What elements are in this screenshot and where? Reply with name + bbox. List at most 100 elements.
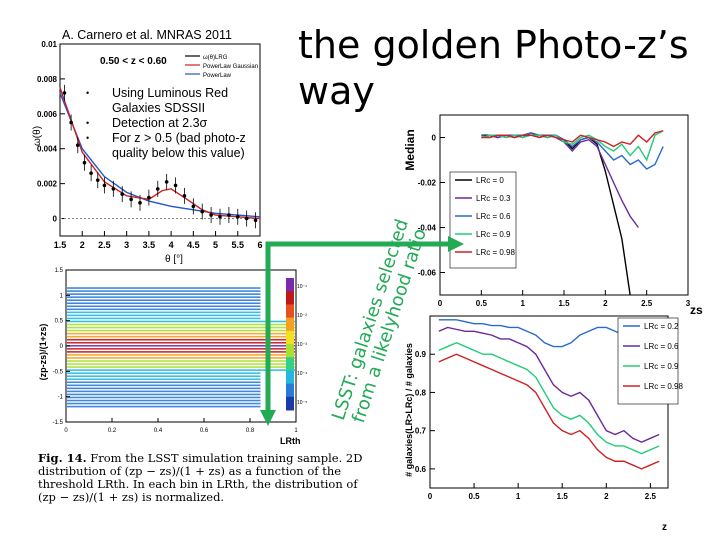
heatmap-row [67, 348, 295, 350]
heatmap-row [67, 402, 261, 405]
x-tick-label: 2 [603, 299, 608, 308]
y-tick-label: 0.8 [415, 388, 427, 397]
data-point [120, 192, 125, 196]
x-tick-label: 2.5 [98, 240, 111, 250]
legend-label: LRc = 0.9 [644, 362, 679, 371]
heatmap-row [67, 354, 295, 356]
y-tick-label: 0.004 [37, 145, 58, 154]
figure-caption: Fig. 14. From the LSST simulation traini… [38, 452, 368, 504]
x-tick-label: 3.5 [143, 240, 156, 250]
colorbar-cell [286, 330, 294, 345]
heatmap-row [67, 290, 261, 292]
data-point [235, 215, 240, 219]
legend-label: LRc = 0.98 [476, 248, 515, 257]
x-tick-label: 0 [428, 492, 433, 501]
heatmap-row [67, 372, 261, 374]
heatmap-row [67, 351, 295, 353]
data-point [155, 187, 160, 191]
x-tick-label: 0.2 [108, 428, 117, 434]
heatmap-row [67, 393, 261, 396]
legend-label: LRc = 0.2 [644, 322, 679, 331]
series-line [438, 353, 660, 470]
x-tick-label: 1.5 [557, 492, 569, 501]
heatmap-row [67, 399, 261, 402]
heatmap-row [67, 369, 295, 371]
data-point [75, 143, 80, 148]
heatmap-row [67, 390, 261, 393]
y-tick-label: 1.5 [55, 268, 64, 274]
data-point [218, 215, 222, 219]
x-tick-label: 0.4 [154, 428, 163, 434]
heatmap-row [67, 326, 295, 329]
heatmap-row [67, 314, 261, 317]
data-point [82, 160, 87, 165]
heatmap-row [67, 378, 261, 381]
heatmap-row [67, 329, 295, 332]
colorbar-cell [286, 396, 294, 411]
heatmap-row [67, 317, 261, 320]
y-tick-label: -0.02 [418, 179, 437, 188]
y-axis-label: # galaxies(LR>LRc) / # galaxies [404, 343, 414, 477]
x-tick-label: 0 [64, 428, 68, 434]
y-tick-label: -0.06 [418, 269, 437, 278]
y-tick-label: -0.5 [53, 369, 64, 375]
colorbar-cell [286, 278, 294, 292]
heatmap-row [67, 375, 261, 377]
caption-label: Fig. 14. [38, 451, 87, 465]
y-axis-label: (zp-zs)/(1+zs) [38, 324, 48, 381]
heatmap-row [67, 335, 295, 338]
y-tick-label: -1 [58, 395, 64, 401]
bullet-item: Detection at 2.3σ [86, 116, 276, 131]
y-axis-label: Median [403, 129, 417, 170]
data-point [244, 216, 249, 221]
series-line [481, 130, 664, 162]
legend-label: PowerLaw Gaussian [203, 64, 258, 70]
data-point [111, 187, 116, 191]
heatmap-row [67, 296, 261, 298]
data-point [227, 213, 231, 217]
y-tick-label: 0.006 [37, 110, 58, 119]
data-point [69, 120, 73, 125]
x-tick-label: 1 [520, 299, 525, 308]
series-line [481, 130, 664, 148]
x-tick-label: 1.5 [558, 299, 570, 308]
data-point [182, 194, 187, 198]
x-tick-label: 6 [257, 240, 262, 250]
y-tick-label: 1 [60, 293, 64, 299]
y-tick-label: 0 [432, 134, 437, 143]
x-tick-label: 0.6 [200, 428, 209, 434]
colorbar-cell [286, 357, 294, 371]
data-point [147, 195, 151, 200]
x-tick-label: 0.8 [246, 428, 255, 434]
heatmap-plot: 0 0.2 0.4 0.6 0.8 1 1.5 1 0.5 0 -0.5 -1 -1.5 10⁻¹ 10⁻… [38, 268, 307, 446]
heatmap-row [67, 287, 261, 289]
y-tick-label: 0 [53, 215, 58, 224]
y-tick-label: -0.04 [418, 224, 437, 233]
heatmap-row [67, 405, 261, 408]
heatmap-row [67, 308, 261, 311]
data-point [253, 218, 258, 223]
heatmap-row [67, 305, 261, 308]
data-point [191, 204, 196, 209]
x-tick-label: 1 [516, 492, 521, 501]
x-axis-label: LRth [280, 436, 301, 446]
legend-label: LRc = 0.98 [644, 382, 683, 391]
legend-label: LRc = 0.6 [476, 212, 511, 221]
heatmap-row [67, 299, 261, 301]
y-tick-label: 0.7 [415, 427, 427, 436]
heatmap-row [67, 357, 295, 359]
data-point [209, 213, 213, 217]
y-tick-label: 0.5 [55, 319, 64, 325]
bullet-list: Using Luminous Red Galaxies SDSSII Detec… [86, 86, 276, 161]
x-tick-label: 5 [213, 240, 218, 250]
fraction-plot: 0 0.5 1 1.5 2 2.5 0.9 0.8 0.7 0.6 LRc = 0.2 LRc = … [404, 315, 683, 533]
legend-label: LRc = 0 [476, 176, 504, 185]
heatmap-row [67, 396, 261, 399]
y-tick-label: 0 [60, 344, 64, 350]
data-point [173, 183, 178, 188]
heatmap-row [67, 341, 295, 344]
x-tick-label: 1.5 [54, 240, 67, 250]
caption-text: From the LSST simulation training sample… [38, 451, 363, 504]
y-tick-label: 0.01 [41, 40, 57, 49]
